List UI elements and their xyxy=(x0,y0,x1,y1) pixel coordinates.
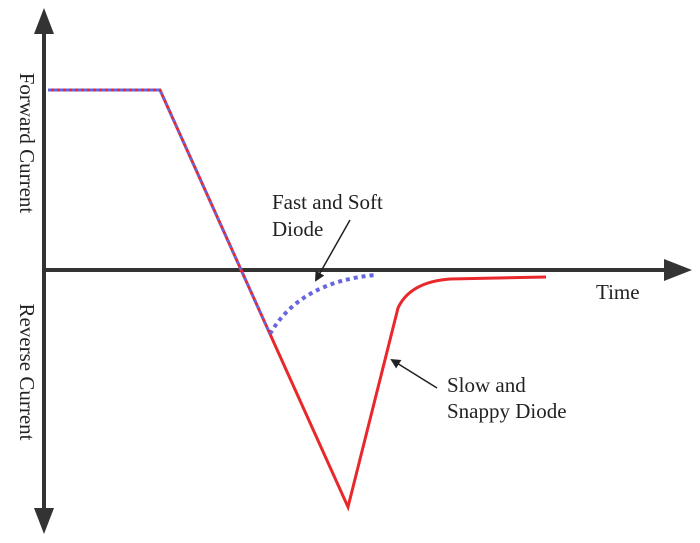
fast-soft-pointer xyxy=(315,219,351,282)
common-ramp-dots xyxy=(48,88,272,335)
fast-soft-curve xyxy=(268,273,376,336)
slow-snappy-curve xyxy=(268,275,547,512)
x-axis-arrow xyxy=(664,259,692,281)
annotation-line: Fast and Soft xyxy=(272,190,383,214)
annotation-line: Diode xyxy=(272,217,323,241)
y-axis-arrow-up xyxy=(34,8,54,34)
slow-snappy-pointer xyxy=(390,358,438,389)
common-ramp xyxy=(48,88,272,335)
y-bottom-label: Reverse Current xyxy=(15,303,39,440)
y-top-label: Forward Current xyxy=(15,73,39,214)
y-axis-arrow-down xyxy=(34,508,54,534)
annotation-line: Snappy Diode xyxy=(447,399,567,423)
annotation-line: Slow and xyxy=(447,373,526,397)
x-label: Time xyxy=(596,280,640,304)
